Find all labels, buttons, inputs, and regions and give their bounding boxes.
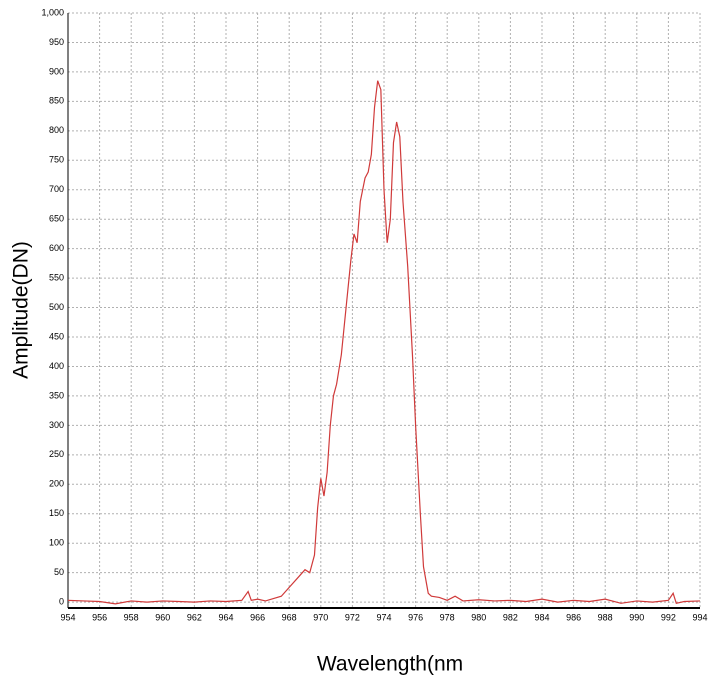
x-tick-label: 974: [376, 612, 391, 622]
x-tick-label: 964: [218, 612, 233, 622]
y-tick-label: 350: [49, 390, 64, 400]
y-tick-label: 850: [49, 96, 64, 106]
y-tick-label: 750: [49, 155, 64, 165]
data-line: [67, 80, 701, 605]
x-tick-label: 990: [629, 612, 644, 622]
x-tick-label: 988: [598, 612, 613, 622]
y-tick-label: 950: [49, 37, 64, 47]
x-tick-label: 978: [440, 612, 455, 622]
x-tick-label: 956: [92, 612, 107, 622]
y-tick-label: 650: [49, 214, 64, 224]
y-tick-label: 0: [59, 596, 64, 606]
x-tick-label: 966: [250, 612, 265, 622]
y-tick-label: 500: [49, 302, 64, 312]
x-tick-label: 972: [345, 612, 360, 622]
y-tick-label: 400: [49, 361, 64, 371]
x-tick-label: 958: [124, 612, 139, 622]
x-tick-label: 986: [566, 612, 581, 622]
y-tick-label: 150: [49, 508, 64, 518]
y-axis-title: Amplitude(DN): [10, 241, 33, 379]
y-tick-label: 300: [49, 420, 64, 430]
x-tick-label: 970: [313, 612, 328, 622]
y-tick-label: 200: [49, 479, 64, 489]
x-tick-label: 976: [408, 612, 423, 622]
x-tick-label: 994: [692, 612, 707, 622]
x-tick-label: 962: [187, 612, 202, 622]
x-tick-label: 982: [503, 612, 518, 622]
x-tick-label: 984: [534, 612, 549, 622]
x-axis-title: Wavelength(nm: [317, 653, 463, 676]
x-tick-label: 954: [60, 612, 75, 622]
y-tick-label: 450: [49, 331, 64, 341]
x-tick-label: 960: [155, 612, 170, 622]
y-tick-label: 250: [49, 449, 64, 459]
y-tick-label: 900: [49, 66, 64, 76]
y-tick-label: 700: [49, 184, 64, 194]
y-tick-label: 100: [49, 538, 64, 548]
y-tick-label: 550: [49, 272, 64, 282]
x-tick-label: 968: [282, 612, 297, 622]
y-tick-label: 600: [49, 243, 64, 253]
y-tick-label: 50: [54, 567, 64, 577]
x-tick-label: 992: [661, 612, 676, 622]
y-tick-label: 1,000: [41, 7, 64, 17]
y-tick-label: 800: [49, 125, 64, 135]
x-tick-label: 980: [471, 612, 486, 622]
